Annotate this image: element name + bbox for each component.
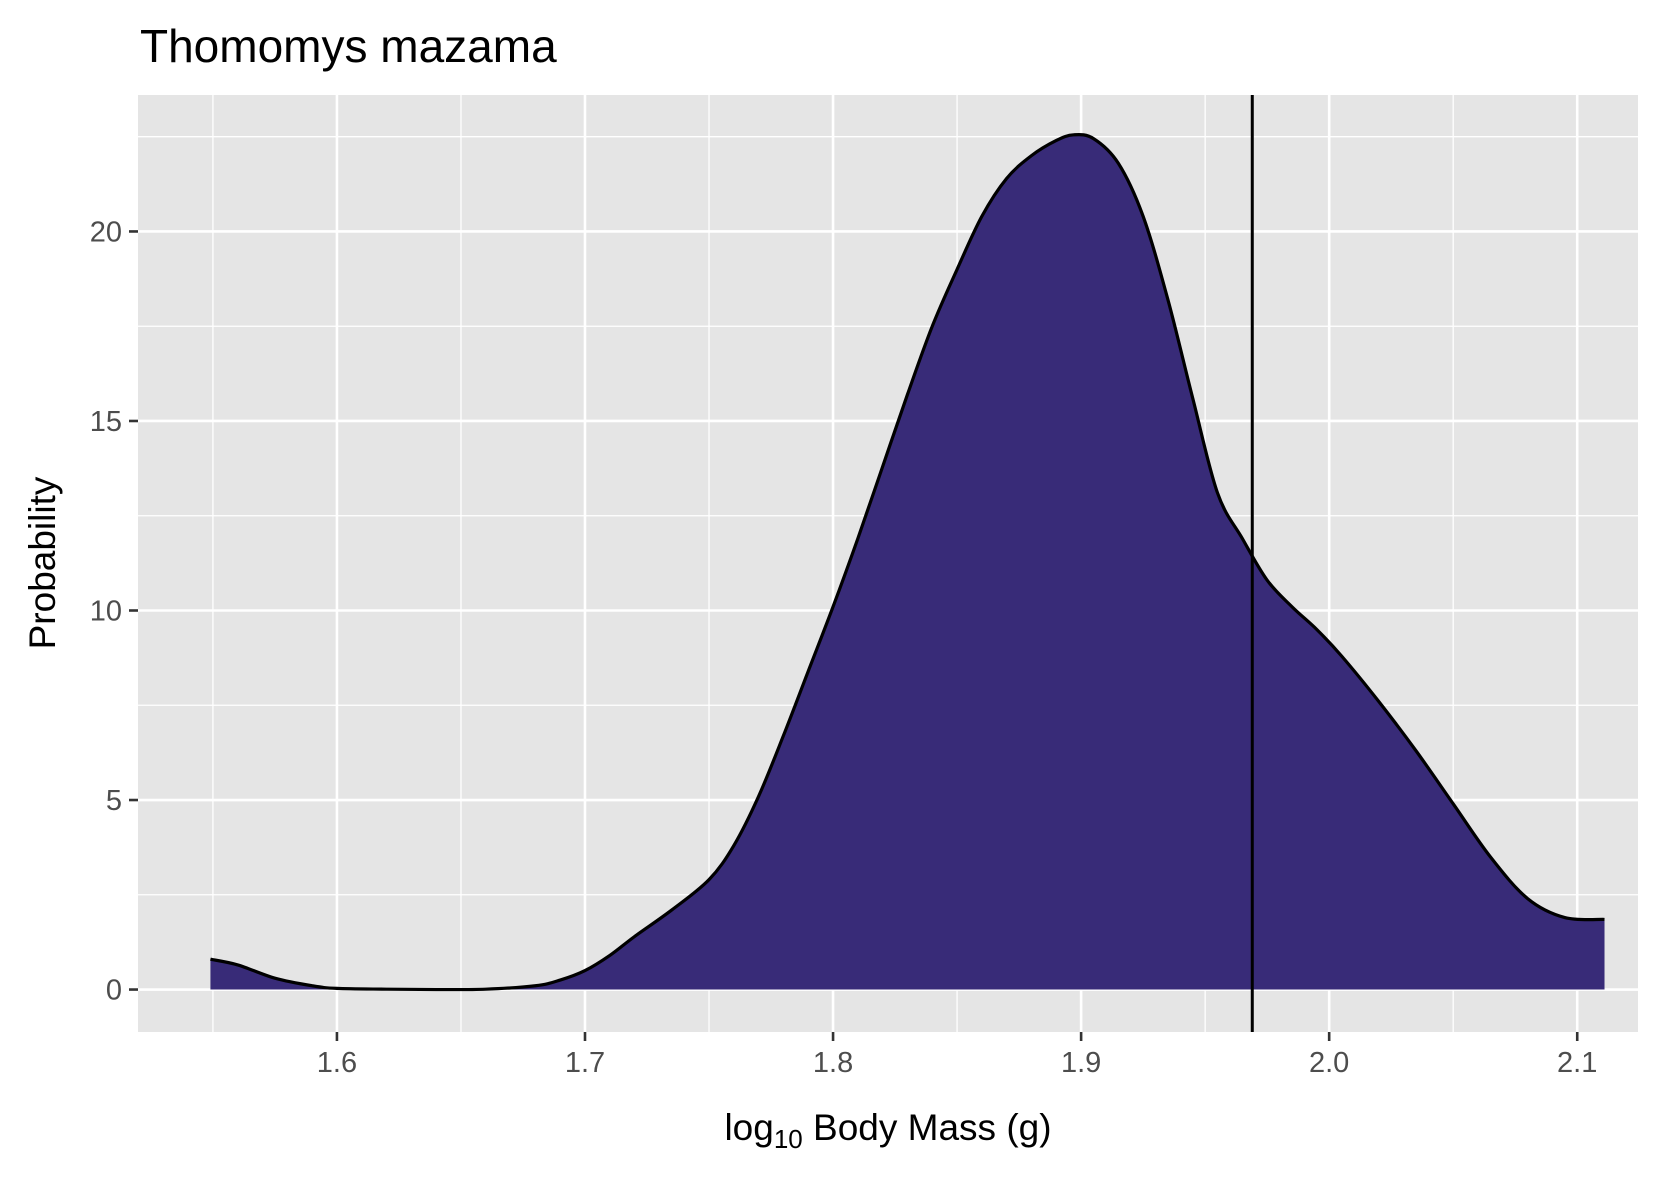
y-tick-label: 15 [90, 406, 122, 438]
x-axis: 1.6 1.7 1.8 1.9 2.0 2.1 [317, 1032, 1597, 1079]
x-tick-label: 2.0 [1309, 1047, 1349, 1079]
y-axis: 0 5 10 15 20 [90, 216, 138, 1007]
x-tick-label: 1.7 [565, 1047, 605, 1079]
y-tick-label: 10 [90, 596, 122, 628]
x-tick-label: 1.6 [317, 1047, 357, 1079]
x-tick-label: 2.1 [1557, 1047, 1597, 1079]
x-axis-title-log: log [724, 1107, 773, 1148]
x-axis-title-rest: Body Mass (g) [803, 1107, 1052, 1148]
x-axis-title-subscript: 10 [774, 1124, 803, 1154]
y-tick-label: 20 [90, 216, 122, 248]
density-outline [210, 132, 1605, 992]
density-area [210, 134, 1605, 990]
x-tick-label: 1.8 [813, 1047, 853, 1079]
minor-gridlines [138, 95, 1638, 1032]
y-tick-label: 0 [106, 975, 122, 1007]
chart-title: Thomomys mazama [140, 20, 557, 72]
y-tick-label: 5 [106, 785, 122, 817]
x-tick-label: 1.9 [1061, 1047, 1101, 1079]
x-axis-title: log10 Body Mass (g) [724, 1107, 1051, 1154]
density-series [210, 132, 1605, 992]
y-axis-title: Probability [22, 476, 63, 649]
